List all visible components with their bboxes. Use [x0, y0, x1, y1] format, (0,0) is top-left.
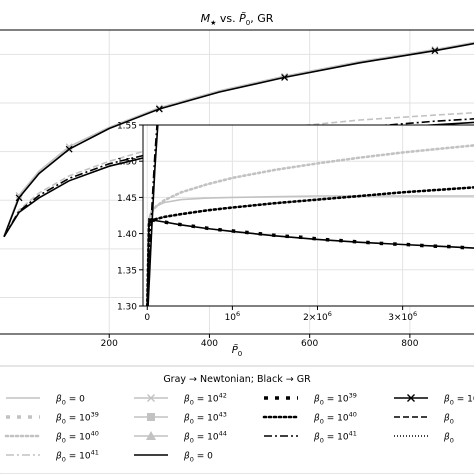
- legend-label: β0 = 1044: [183, 430, 227, 445]
- legend-entry: β0 = 0: [134, 452, 213, 464]
- inset-x-tick-label: 3×106: [388, 310, 417, 323]
- legend-entry: β0: [394, 414, 454, 426]
- main-x-tick-label: 400: [201, 339, 218, 349]
- inset-y-tick-label: 1.45: [117, 194, 137, 204]
- legend-entry: β0 = 1041: [6, 449, 99, 464]
- main-series-marker: [15, 194, 23, 202]
- legend-label: β0 = 0: [183, 452, 213, 464]
- legend-items: β0 = 0 β0 = 1039 β0 = 1040 β0 = 1041 β0 = 10…: [4, 392, 474, 464]
- legend-label: β0 = 1041: [55, 449, 99, 464]
- main-series-marker: [431, 47, 439, 55]
- legend-entry: β0 = 1042: [134, 392, 227, 407]
- x-axis-label: P̃0: [232, 343, 243, 358]
- inset-y-tick-label: 1.35: [117, 266, 137, 276]
- legend-entry: β0 = 1039: [6, 411, 99, 426]
- inset-series-group: [146, 125, 474, 306]
- legend-entry: β0 = 1040: [262, 411, 357, 426]
- legend-entry: β0 = 0: [6, 395, 85, 407]
- legend-label: β0 = 1039: [313, 392, 357, 407]
- inset-y-tick-label: 1.30: [117, 303, 137, 313]
- legend-marker-cross: [407, 394, 415, 402]
- legend-label: β0 = 1040: [55, 430, 99, 445]
- legend-label: β0 = 1043: [183, 411, 227, 426]
- inset-background: [143, 125, 474, 306]
- legend-title: Gray → Newtonian; Black → GR: [163, 374, 311, 385]
- legend-entry: β0 = 1039: [264, 392, 357, 407]
- inset-y-tick-label: 1.50: [117, 158, 137, 168]
- inset-plot-frame: [142, 124, 474, 307]
- main-series-marker: [155, 105, 163, 113]
- legend-frame: [0, 365, 474, 474]
- legend-marker-triangle: [146, 431, 156, 440]
- inset-x-ticks: 0 106 2×106 3×106: [144, 306, 417, 323]
- legend-label: β0: [443, 414, 454, 426]
- legend-entry: β0 = 1043: [134, 411, 227, 426]
- legend: Gray → Newtonian; Black → GR β0 = 0β0 = …: [0, 365, 474, 474]
- main-series-marker: [65, 145, 73, 153]
- legend-entry: β0 = 1041: [264, 430, 357, 445]
- legend-label: β0 = 1041: [313, 430, 357, 445]
- inset-y-tick-label: 1.40: [117, 230, 137, 240]
- legend-entry: β0 = 10: [394, 394, 474, 407]
- legend-entry: β0: [394, 433, 454, 445]
- legend-label: β0 = 1040: [313, 411, 357, 426]
- main-x-tick-label: 800: [401, 339, 418, 349]
- inset-x-tick-label: 0: [144, 313, 150, 323]
- chart-title: M★ vs. P̃0, GR: [201, 12, 274, 27]
- inset-x-tick-label: 2×106: [303, 310, 332, 323]
- main-x-tick-label: 200: [101, 339, 118, 349]
- inset-plot-area: 1.30 1.35 1.40 1.45 1.50 1.55 0 106 2×106 3×106: [117, 122, 474, 323]
- inset-series-line: [147, 125, 159, 306]
- main-x-tick-label: 600: [301, 339, 318, 349]
- main-series-marker: [15, 191, 23, 199]
- inset-y-tick-label: 1.55: [117, 122, 137, 132]
- legend-entry: β0 = 1044: [134, 430, 227, 445]
- legend-label: β0: [443, 433, 454, 445]
- legend-marker-cross: [147, 394, 155, 402]
- main-series-marker: [281, 73, 289, 81]
- main-x-ticks: 200 400 600 800: [101, 334, 419, 349]
- legend-label: β0 = 1042: [183, 392, 227, 407]
- inset-x-tick-label: 106: [225, 310, 241, 323]
- inset-series-line: [146, 125, 158, 306]
- legend-label: β0 = 0: [55, 395, 85, 407]
- legend-label: β0 = 10: [443, 395, 474, 407]
- legend-marker-square: [147, 413, 155, 421]
- legend-label: β0 = 1039: [55, 411, 99, 426]
- inset-y-ticks: 1.30 1.35 1.40 1.45 1.50 1.55: [117, 122, 143, 313]
- main-series-line: [3, 111, 474, 238]
- main-plot-frame: [0, 29, 474, 335]
- legend-entry: β0 = 1040: [4, 430, 99, 445]
